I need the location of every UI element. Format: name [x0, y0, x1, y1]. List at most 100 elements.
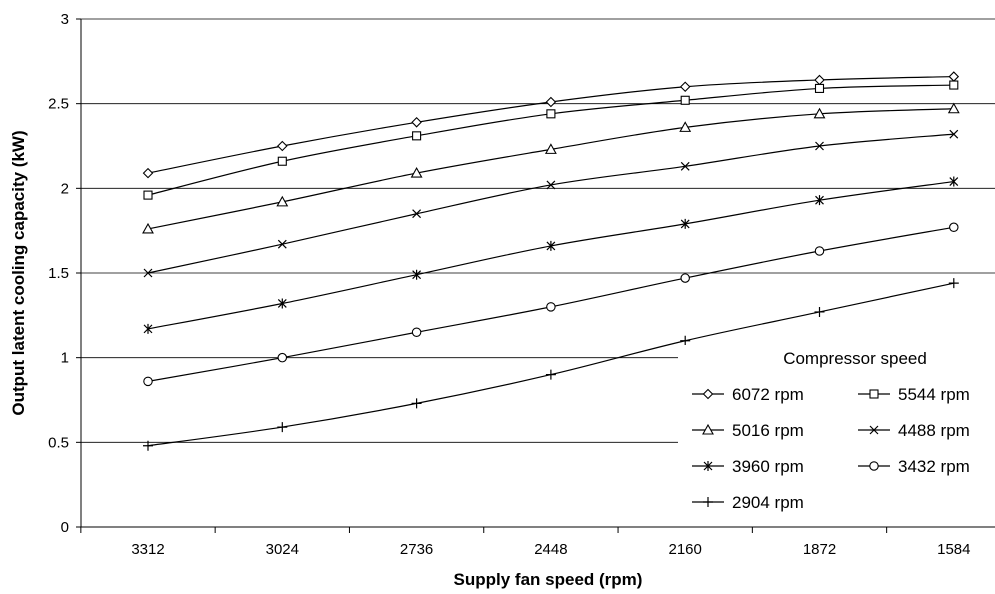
data-point: [143, 323, 153, 334]
legend-item: 5016 rpm: [692, 421, 804, 440]
data-point: [277, 156, 287, 166]
legend-title: Compressor speed: [783, 349, 927, 368]
legend-marker: [869, 389, 879, 399]
y-axis-title: Output latent cooling capacity (kW): [9, 130, 28, 415]
data-point: [680, 95, 690, 105]
axes: 0 0.5 1 1.5 2 2.5 3 3312 3024 2736 2448 2160 1872 158…: [48, 11, 995, 558]
data-point: [544, 143, 557, 154]
data-point: [815, 195, 824, 206]
series-line: [147, 108, 954, 230]
y-tick-label: 2: [61, 180, 69, 197]
x-tick-label: 3024: [266, 541, 299, 558]
data-point: [410, 166, 423, 178]
data-point: [679, 121, 692, 132]
data-point: [143, 376, 153, 387]
legend: Compressor speed 6072 rpm 5544 rpm 5016 rpm…: [678, 345, 995, 520]
legend-item: 2904 rpm: [692, 493, 804, 512]
series-line: [147, 75, 954, 174]
series-layer: [142, 71, 960, 451]
data-point: [680, 161, 690, 171]
series-line: [147, 133, 954, 274]
data-point: [948, 71, 960, 82]
data-point: [412, 209, 422, 219]
data-point: [815, 141, 824, 151]
data-point: [143, 190, 153, 200]
data-point: [411, 327, 422, 338]
data-point: [949, 129, 959, 139]
data-point: [277, 239, 287, 249]
x-tick-label: 1872: [803, 541, 836, 558]
data-point: [814, 306, 825, 317]
x-tick-label: 2736: [400, 541, 433, 558]
legend-marker: [702, 388, 714, 400]
legend-marker: [702, 423, 714, 435]
y-tick-label: 0: [61, 519, 69, 536]
legend-marker: [869, 425, 879, 435]
series-3432-rpm: [143, 222, 959, 387]
data-point: [143, 440, 153, 451]
y-tick-label: 2.5: [48, 96, 69, 113]
x-tick-label: 2448: [534, 541, 567, 558]
legend-label: 5016 rpm: [732, 421, 804, 440]
series-5016-rpm: [142, 102, 960, 234]
legend-item: 4488 rpm: [858, 421, 970, 440]
y-tick-label: 1.5: [48, 265, 69, 282]
data-point: [277, 422, 288, 433]
legend-label: 6072 rpm: [732, 385, 804, 404]
legend-label: 3432 rpm: [898, 457, 970, 476]
data-point: [949, 80, 959, 90]
legend-label: 4488 rpm: [898, 421, 970, 440]
data-point: [411, 117, 422, 128]
x-tick-label: 3312: [131, 541, 164, 558]
data-point: [680, 335, 691, 346]
x-tick-label: 1584: [937, 541, 970, 558]
data-point: [679, 81, 691, 93]
data-point: [813, 107, 826, 119]
legend-label: 3960 rpm: [732, 457, 804, 476]
data-point: [546, 240, 556, 251]
data-point: [949, 222, 959, 233]
series-2904-rpm: [143, 278, 959, 451]
series-5544-rpm: [143, 80, 959, 200]
legend-marker: [869, 461, 879, 471]
data-point: [949, 176, 959, 187]
y-tick-label: 0.5: [48, 434, 69, 451]
data-point: [814, 246, 825, 256]
x-axis-title: Supply fan speed (rpm): [454, 570, 643, 589]
data-point: [142, 222, 154, 234]
legend-item: 3960 rpm: [692, 457, 804, 476]
series-3960-rpm: [143, 176, 959, 334]
data-point: [948, 278, 959, 289]
legend-marker: [703, 461, 713, 471]
data-point: [412, 131, 422, 141]
data-point: [680, 218, 690, 229]
data-point: [546, 109, 556, 119]
data-point: [546, 302, 556, 312]
legend-item: 5544 rpm: [858, 385, 970, 404]
data-point: [412, 269, 422, 280]
series-4488-rpm: [143, 129, 959, 278]
data-point: [277, 298, 287, 309]
data-point: [277, 140, 288, 152]
data-point: [545, 96, 557, 108]
legend-label: 5544 rpm: [898, 385, 970, 404]
data-point: [142, 167, 154, 179]
x-tick-label: 2160: [669, 541, 702, 558]
data-point: [411, 398, 422, 409]
legend-marker: [703, 497, 713, 507]
data-point: [277, 352, 288, 363]
legend-item: 3432 rpm: [858, 457, 970, 476]
data-point: [947, 102, 960, 114]
data-point: [546, 180, 556, 190]
series-6072-rpm: [142, 71, 960, 179]
data-point: [814, 74, 825, 86]
data-point: [545, 369, 556, 380]
legend-label: 2904 rpm: [732, 493, 804, 512]
data-point: [814, 83, 825, 93]
legend-box: [678, 345, 995, 520]
data-point: [680, 273, 690, 283]
data-point: [276, 195, 289, 207]
data-point: [143, 268, 153, 278]
legend-item: 6072 rpm: [692, 385, 804, 404]
